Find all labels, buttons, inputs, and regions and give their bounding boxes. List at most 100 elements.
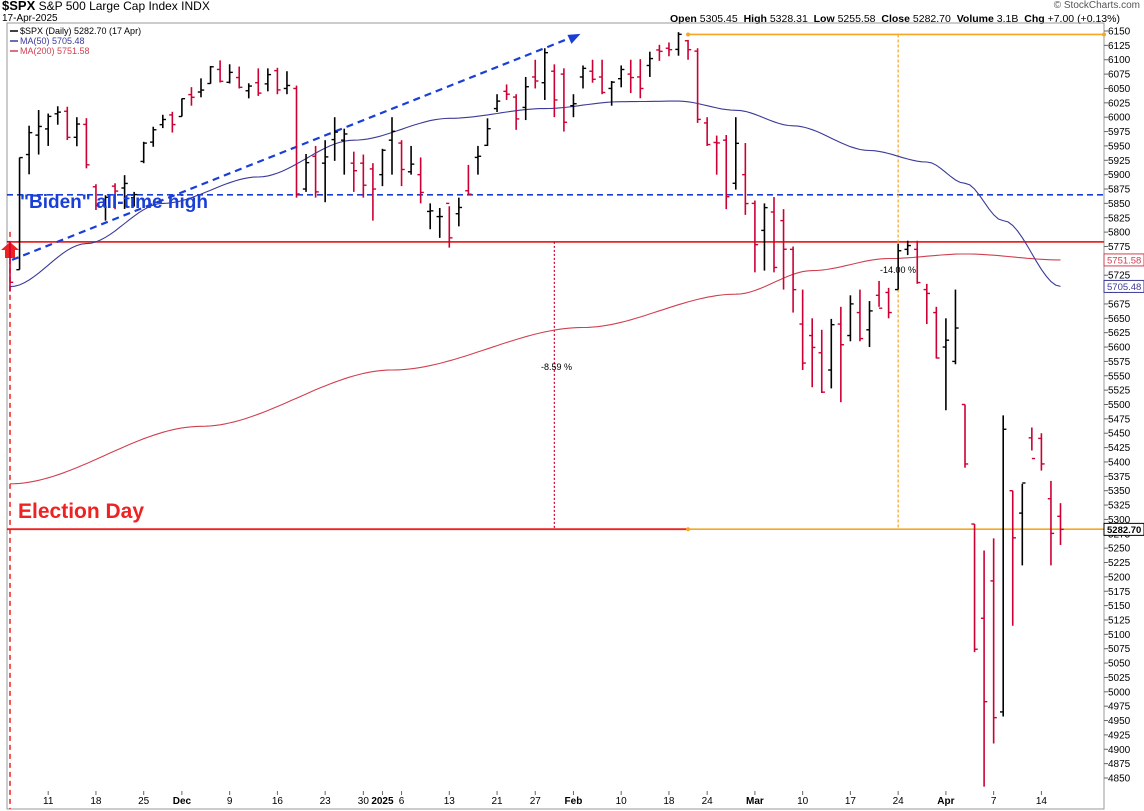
legend-ma50: MA(50) 5705.48: [20, 36, 85, 46]
y-tick-label: 5400: [1108, 457, 1131, 468]
chg-value: +7.00 (+0.13%): [1047, 13, 1120, 25]
y-tick-label: 4975: [1108, 702, 1131, 713]
y-tick-label: 4875: [1108, 759, 1131, 770]
x-tick-label: 30: [358, 796, 370, 807]
y-tick-label: 5475: [1108, 414, 1131, 425]
y-tick-label: 5100: [1108, 630, 1131, 641]
moving-averages: [9, 100, 1061, 485]
volume-label: Volume: [956, 13, 994, 25]
ma50-line: [9, 100, 1061, 288]
y-tick-label: 5925: [1108, 156, 1131, 167]
volume-value: 3.1B: [996, 13, 1019, 25]
y-tick-label: 5350: [1108, 486, 1131, 497]
y-tick-label: 5075: [1108, 644, 1131, 655]
y-tick-label: 5425: [1108, 443, 1131, 454]
y-tick-label: 5525: [1108, 386, 1131, 397]
x-tick-label: 18: [663, 796, 675, 807]
x-tick-label: Dec: [173, 796, 192, 807]
x-tick-label: 24: [893, 796, 905, 807]
x-tick-label: 14: [1036, 796, 1048, 807]
high-label: High: [743, 13, 767, 25]
trend-arrow-line: [11, 36, 571, 261]
x-tick-label: 17: [845, 796, 857, 807]
ohlc-summary: Open 5305.45 High 5328.31 Low 5255.58 Cl…: [670, 13, 1120, 25]
peak-dot-right: [1102, 32, 1106, 37]
x-tick-label: 2025: [371, 796, 394, 807]
y-tick-label: 5625: [1108, 328, 1131, 339]
y-tick-label: 5800: [1108, 228, 1131, 239]
peak-dot: [686, 32, 691, 37]
y-tick-label: 6100: [1108, 55, 1131, 66]
chart-date: 17-Apr-2025: [2, 13, 58, 24]
y-tick-label: 5875: [1108, 185, 1131, 196]
y-tick-label: 5600: [1108, 343, 1131, 354]
x-tick-label: Mar: [746, 796, 764, 807]
x-tick-label: 23: [320, 796, 332, 807]
y-tick-label: 5450: [1108, 429, 1131, 440]
y-tick-label: 5125: [1108, 615, 1131, 626]
election-label: Election Day: [18, 500, 144, 523]
x-tick-label: 13: [444, 796, 456, 807]
y-tick-label: 5000: [1108, 687, 1131, 698]
legend-ma200: MA(200) 5751.58: [20, 46, 90, 56]
pct-label-2: -14.00 %: [880, 265, 916, 275]
chart-symbol-header: $SPX S&P 500 Large Cap Index INDX: [2, 0, 210, 12]
x-tick-label: Feb: [565, 796, 583, 807]
legend-price: $SPX (Daily) 5282.70 (17 Apr): [20, 26, 141, 36]
close-price-label: 5282.70: [1107, 525, 1141, 536]
y-tick-label: 5900: [1108, 170, 1131, 181]
x-tick-label: Apr: [937, 796, 954, 807]
ma50-price-label-box: [1103, 279, 1144, 293]
high-value: 5328.31: [769, 13, 808, 25]
x-tick-label: 9: [227, 796, 233, 807]
symbol: $SPX: [2, 0, 36, 13]
y-tick-label: 5200: [1108, 572, 1131, 583]
y-tick-label: 6050: [1108, 84, 1131, 95]
chart-legend: $SPX (Daily) 5282.70 (17 Apr) MA(50) 570…: [10, 26, 141, 56]
x-tick-label: 18: [90, 796, 102, 807]
y-tick-label: 5375: [1108, 472, 1131, 483]
y-tick-label: 5325: [1108, 501, 1131, 512]
y-tick-label: 4950: [1108, 716, 1131, 727]
price-labels: 5751.58 5705.48 5282.70: [1103, 253, 1144, 536]
close-value: 5282.70: [912, 13, 951, 25]
guide-lines: [1, 32, 1106, 809]
y-tick-label: 6150: [1108, 27, 1131, 38]
pct-label-1: -8.59 %: [541, 362, 572, 372]
price-bars: [6, 32, 1064, 787]
x-axis: 11 18 25 Dec 9 16 23 30 2025 6 13 21 27 Feb 10 18 24 Mar 1…: [43, 791, 1047, 807]
plot-frame: [6, 22, 1105, 810]
current-dot: [686, 527, 691, 532]
y-tick-label: 4925: [1108, 730, 1131, 741]
y-axis: 4850 4875 4900 4925 4950 4975 5000 5025 5050 5075…: [1104, 27, 1131, 785]
y-tick-label: 5150: [1108, 601, 1131, 612]
close-price-label-box: [1103, 522, 1144, 536]
x-tick-label: 21: [491, 796, 503, 807]
y-tick-label: 5775: [1108, 242, 1131, 253]
y-tick-label: 5175: [1108, 587, 1131, 598]
biden-label: "Biden" all-time high: [20, 192, 208, 213]
x-tick-label: 25: [138, 796, 150, 807]
y-tick-label: 6125: [1108, 41, 1131, 52]
y-tick-label: 5050: [1108, 659, 1131, 670]
x-tick-label: 10: [616, 796, 628, 807]
y-tick-label: 6075: [1108, 70, 1131, 81]
exchange: INDX: [181, 0, 210, 13]
x-tick-label: 6: [399, 796, 405, 807]
y-tick-label: 6025: [1108, 98, 1131, 109]
y-tick-label: 6000: [1108, 113, 1131, 124]
x-tick-label: 11: [43, 796, 54, 807]
low-label: Low: [813, 13, 835, 25]
trend-arrow-head-icon: [567, 33, 581, 44]
low-value: 5255.58: [837, 13, 876, 25]
y-tick-label: 5575: [1108, 357, 1131, 368]
x-tick-label: 10: [797, 796, 809, 807]
y-tick-label: 5025: [1108, 673, 1131, 684]
y-tick-label: 4900: [1108, 745, 1131, 756]
stockcharts-logo: © StockCharts.com: [1053, 0, 1140, 11]
open-value: 5305.45: [699, 13, 738, 25]
ma200-price-label-box: [1103, 253, 1144, 267]
x-tick-label: 16: [272, 796, 284, 807]
y-tick-label: 5850: [1108, 199, 1131, 210]
